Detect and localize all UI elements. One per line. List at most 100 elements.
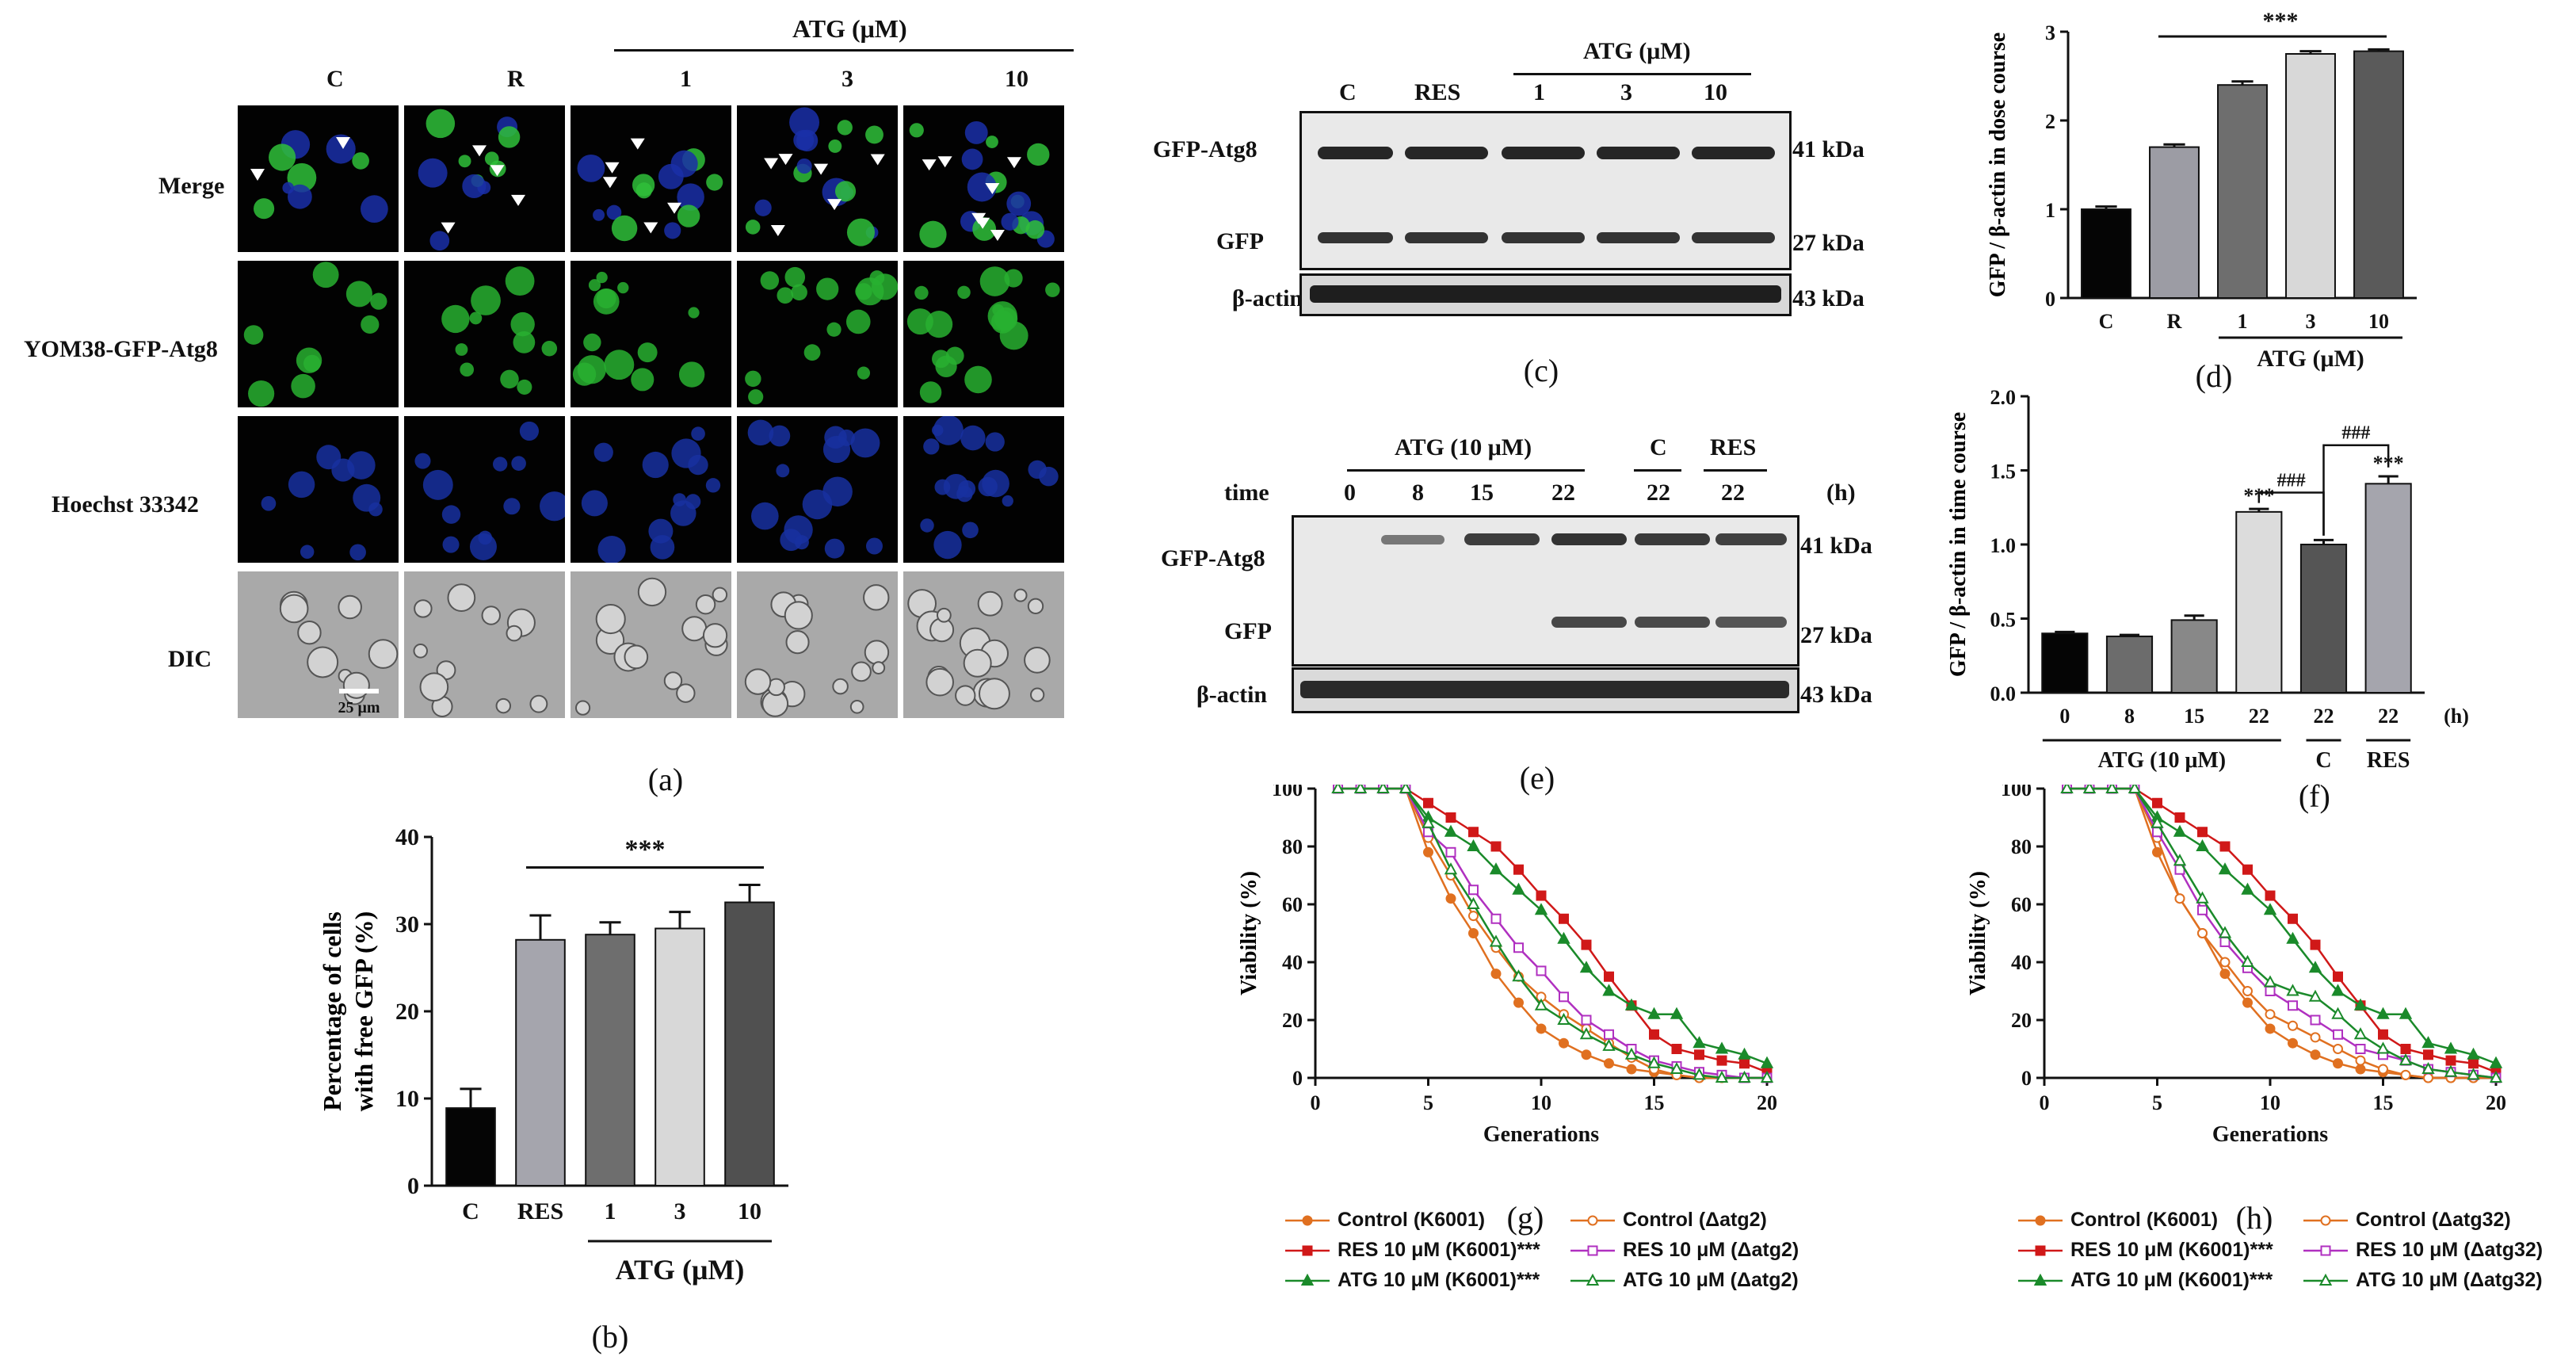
data-point <box>2150 816 2164 828</box>
y-axis-label: GFP / β-actin in dose course <box>1986 32 2010 297</box>
bar <box>2235 510 2283 693</box>
chart-caption: (f) <box>2299 778 2330 814</box>
y-tick-label: 10 <box>395 1086 419 1112</box>
cell-shape <box>934 479 950 495</box>
cell-shape <box>287 162 317 193</box>
panel-e-group-line-c <box>1634 469 1681 472</box>
arrowhead-icon <box>990 230 1005 242</box>
cell-shape <box>593 288 620 315</box>
cell-shape <box>529 694 548 713</box>
cell-shape <box>695 594 716 615</box>
data-point <box>2288 1020 2298 1031</box>
band <box>1551 533 1627 545</box>
data-point <box>2423 1072 2433 1083</box>
data-point <box>2355 1064 2366 1075</box>
arrowhead-icon <box>630 138 645 150</box>
data-point <box>1534 998 1548 1011</box>
cell-shape <box>630 368 654 392</box>
bar <box>2299 544 2348 693</box>
micrograph <box>238 416 399 563</box>
cell-shape <box>776 464 789 478</box>
cell-shape <box>243 325 264 345</box>
data-point <box>1468 884 1479 896</box>
cell-shape <box>744 370 761 388</box>
blot-e-main <box>1292 515 1799 667</box>
data-point <box>2035 1215 2046 1226</box>
column-label-c: C <box>326 66 344 92</box>
legend-label: Control (Δatg32) <box>2356 1209 2511 1231</box>
cell-shape <box>577 355 606 384</box>
legend-item: Control (K6001) <box>2017 1209 2218 1232</box>
bar <box>2217 84 2268 299</box>
panel-e-time-label: time <box>1224 480 1269 506</box>
micrograph: 25 μm <box>238 571 399 718</box>
data-point <box>1423 846 1433 858</box>
scale-bar <box>339 689 379 693</box>
cell-shape <box>690 426 705 441</box>
cell-shape <box>850 428 880 458</box>
panel-a-caption: (a) <box>647 762 684 797</box>
data-point <box>1399 785 1413 793</box>
blot-c-main <box>1299 111 1792 270</box>
cell-shape <box>909 123 924 138</box>
arrowhead-icon <box>778 154 793 166</box>
band <box>1310 285 1781 303</box>
data-point <box>1738 1070 1751 1083</box>
band <box>1464 533 1540 545</box>
legend-label: RES 10 μM (K6001)*** <box>2070 1239 2273 1261</box>
data-point <box>2320 1215 2331 1226</box>
x-tick-label: R <box>2167 310 2182 333</box>
cell-shape <box>871 661 885 675</box>
cell-shape <box>1006 191 1031 216</box>
cell-shape <box>1023 647 1051 674</box>
data-point <box>2265 1023 2276 1034</box>
data-point <box>2265 890 2276 901</box>
panel-a-group-header: ATG (μM) <box>792 14 907 43</box>
blot-c-size-27: 27 kDa <box>1792 230 1864 256</box>
lane-label-1: 1 <box>1533 79 1545 105</box>
x-tick-label: 8 <box>2124 705 2135 728</box>
arrowhead-icon <box>1006 157 1021 169</box>
chart-caption: (g) <box>1507 1200 1544 1236</box>
legend-item: RES 10 μM (K6001)*** <box>1284 1239 1540 1262</box>
legend-marker <box>1570 1245 1615 1256</box>
legend-marker <box>1285 1245 1330 1256</box>
cell-shape <box>702 623 727 648</box>
cell-shape <box>455 343 468 356</box>
x-tick-label: C <box>462 1198 479 1225</box>
data-point <box>1647 1007 1661 1019</box>
cell-shape <box>419 672 449 702</box>
cell-shape <box>964 120 988 144</box>
cell-shape <box>919 518 934 533</box>
data-point <box>2219 841 2231 852</box>
column-label-3: 3 <box>841 66 853 92</box>
legend-label: RES 10 μM (K6001)*** <box>1338 1239 1540 1261</box>
cell-shape <box>269 143 296 171</box>
data-point <box>2105 785 2119 793</box>
panel-e-group-header-atg: ATG (10 μM) <box>1395 434 1532 460</box>
micrograph <box>570 261 731 407</box>
data-point <box>1557 931 1570 944</box>
cell-shape <box>754 199 772 216</box>
data-point <box>1490 913 1502 924</box>
data-point <box>2288 913 2298 924</box>
data-point <box>2197 928 2208 938</box>
cell-shape <box>326 134 356 164</box>
y-tick-label: 80 <box>1282 835 1303 858</box>
cell-shape <box>705 478 720 493</box>
band <box>1318 232 1393 243</box>
cell-shape <box>460 362 474 377</box>
legend-label: ATG 10 μM (K6001)*** <box>1338 1269 1540 1291</box>
legend-item: RES 10 μM (Δatg32) <box>2302 1239 2543 1262</box>
data-point <box>2286 984 2299 996</box>
data-point <box>2423 1049 2433 1060</box>
chart-h: 0 20 40 60 80 100 0 5 10 15 20 Viability (%) Generat… <box>1966 785 2506 1236</box>
group-label: ATG (μM) <box>616 1254 745 1286</box>
data-point <box>1715 1070 1729 1083</box>
data-point <box>2318 1274 2333 1286</box>
x-tick-label: 0 <box>2059 705 2070 728</box>
data-point <box>1512 882 1525 895</box>
data-point <box>1693 1068 1706 1080</box>
data-point <box>2333 1044 2343 1054</box>
arrowhead-icon <box>602 177 617 189</box>
